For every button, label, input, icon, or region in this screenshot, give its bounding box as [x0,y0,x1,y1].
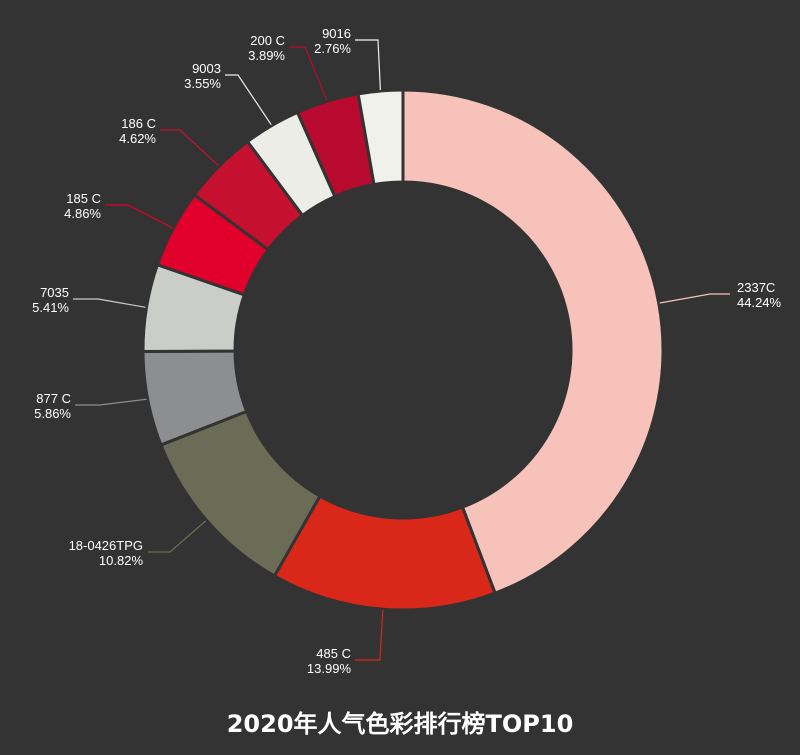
leader-line [73,298,146,308]
slice-percent-label: 5.41% [32,300,69,315]
slice-percent-label: 10.82% [99,553,144,568]
leader-line [659,293,730,304]
leader-line [148,520,207,553]
slice-name-label: 186 C [121,116,156,131]
slice-name-label: 877 C [36,391,71,406]
slice-name-label: 485 C [316,646,351,661]
leader-line [75,398,147,406]
slice-name-label: 200 C [250,33,285,48]
chart-title: 2020年人气色彩排行榜TOP10 [226,710,574,738]
leader-line [105,204,173,229]
slice-percent-label: 13.99% [307,661,352,676]
slice-name-label: 7035 [40,285,69,300]
leader-line [225,74,272,126]
slice-name-label: 18-0426TPG [69,538,143,553]
leader-line [289,46,328,101]
leader-line [355,610,384,661]
leader-line [160,129,219,167]
slice-name-label: 9016 [322,26,351,41]
slice-name-label: 9003 [192,61,221,76]
slice-percent-label: 2.76% [314,41,351,56]
slice-percent-label: 3.55% [184,76,221,91]
slice-2337c [401,88,665,596]
slice-9016 [356,88,405,187]
slice-percent-label: 44.24% [737,295,782,310]
slice-percent-label: 4.86% [64,206,101,221]
slice-percent-label: 4.62% [119,131,156,146]
leader-line [355,39,381,91]
slice-name-label: 2337C [737,280,775,295]
slice-percent-label: 3.89% [248,48,285,63]
slice-name-label: 185 C [66,191,101,206]
slice-percent-label: 5.86% [34,406,71,421]
